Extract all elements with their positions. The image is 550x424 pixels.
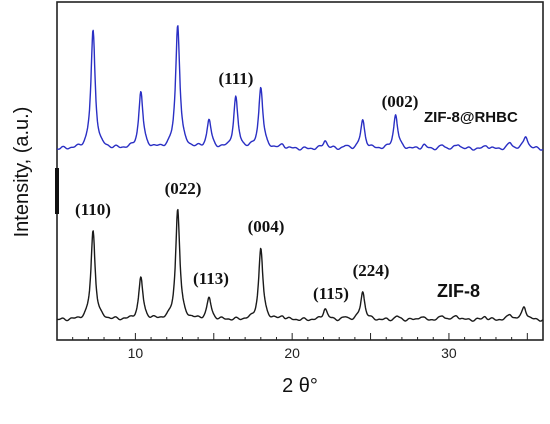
- x-tick-label: 30: [441, 345, 457, 361]
- peak-label: (113): [193, 269, 229, 288]
- series-line-zif8: [56, 208, 544, 322]
- peak-label: (002): [382, 92, 419, 111]
- peak-label: (224): [353, 261, 390, 280]
- peak-label: (111): [219, 69, 254, 88]
- peak-annotations: (111) (002) (110) (022) (113) (004) (115)(224): [75, 69, 418, 303]
- peak-label: (110): [75, 200, 111, 219]
- peak-label: (115): [313, 284, 349, 303]
- y-axis-title: Intensity, (a.u.): [11, 107, 33, 238]
- series-layer: [56, 25, 544, 322]
- x-ticks: 10 20 30: [56, 333, 528, 361]
- x-axis-title: 2 θ°: [282, 375, 318, 397]
- series-label-zif8: ZIF-8: [437, 281, 480, 301]
- peak-label: (004): [248, 217, 285, 236]
- y-axis-break-mark: [55, 168, 59, 214]
- series-line-zif8-rhbc: [56, 25, 544, 151]
- series-label-zif8-rhbc: ZIF-8@RHBC: [424, 109, 518, 126]
- x-tick-label: 20: [284, 345, 300, 361]
- x-tick-label: 10: [128, 345, 144, 361]
- peak-label: (022): [165, 179, 202, 198]
